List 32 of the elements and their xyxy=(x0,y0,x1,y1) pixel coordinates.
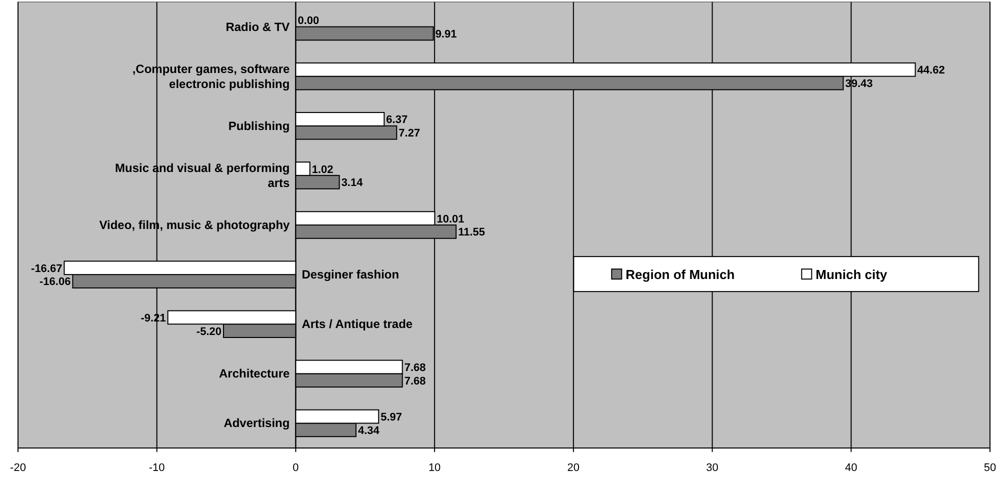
x-tick-label: 10 xyxy=(428,462,441,474)
legend-label: Munich city xyxy=(816,267,888,282)
data-label: 44.62 xyxy=(917,64,945,77)
data-label: -16.67 xyxy=(31,262,62,275)
legend-label: Region of Munich xyxy=(626,267,735,282)
x-tick-label: 20 xyxy=(567,462,580,474)
y-tick-label: Radio & TV xyxy=(226,20,290,34)
y-tick-label: Arts / Antique trade xyxy=(302,317,413,332)
data-label: 10.01 xyxy=(436,213,464,226)
data-label: 7.68 xyxy=(404,362,426,374)
data-label: 1.02 xyxy=(312,164,334,176)
x-tick-label: 0 xyxy=(292,462,299,474)
x-tick-label: -20 xyxy=(10,462,26,474)
data-label: -16.06 xyxy=(40,276,71,288)
data-label: 0.00 xyxy=(298,15,320,28)
y-tick-label: Publishing xyxy=(228,118,290,133)
data-label: -5.20 xyxy=(196,326,222,338)
x-tick-label: 50 xyxy=(984,462,996,474)
x-tick-label: 40 xyxy=(845,462,858,474)
y-tick-label: Advertising xyxy=(224,416,290,430)
data-label: 6.37 xyxy=(386,114,408,126)
x-tick-label: -10 xyxy=(148,462,165,474)
data-label: 4.34 xyxy=(358,424,380,437)
y-tick-label: Architecture xyxy=(219,366,290,381)
data-label: 11.55 xyxy=(458,226,486,239)
data-label: 3.14 xyxy=(341,177,364,190)
x-tick-label: 30 xyxy=(706,462,718,474)
data-label: 7.27 xyxy=(398,128,420,140)
data-label: 5.97 xyxy=(380,412,402,424)
data-label: 9.91 xyxy=(435,28,457,40)
y-tick-label: Desginer fashion xyxy=(302,268,400,282)
data-label: 7.68 xyxy=(404,375,426,388)
